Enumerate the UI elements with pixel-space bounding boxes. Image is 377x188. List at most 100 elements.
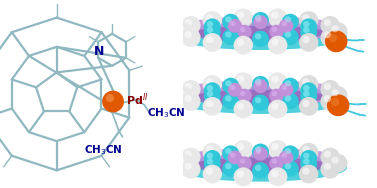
Circle shape bbox=[271, 39, 279, 46]
Circle shape bbox=[324, 83, 331, 90]
Circle shape bbox=[325, 30, 348, 52]
Circle shape bbox=[173, 154, 193, 173]
Circle shape bbox=[237, 170, 244, 177]
Circle shape bbox=[237, 103, 244, 110]
Circle shape bbox=[204, 88, 221, 105]
Circle shape bbox=[300, 18, 317, 35]
Circle shape bbox=[204, 82, 221, 99]
Circle shape bbox=[204, 150, 221, 166]
Circle shape bbox=[255, 15, 261, 21]
Circle shape bbox=[207, 21, 213, 27]
Circle shape bbox=[206, 100, 213, 107]
Circle shape bbox=[255, 146, 261, 152]
Circle shape bbox=[285, 95, 291, 102]
Circle shape bbox=[327, 94, 349, 116]
Circle shape bbox=[268, 8, 287, 27]
Circle shape bbox=[269, 25, 284, 39]
Circle shape bbox=[238, 156, 252, 170]
Circle shape bbox=[282, 153, 287, 158]
Circle shape bbox=[240, 91, 245, 96]
Circle shape bbox=[181, 80, 201, 99]
Circle shape bbox=[331, 25, 339, 32]
Circle shape bbox=[207, 91, 213, 97]
Circle shape bbox=[207, 27, 213, 33]
Circle shape bbox=[271, 11, 279, 19]
Circle shape bbox=[282, 93, 299, 109]
Circle shape bbox=[320, 148, 340, 166]
Circle shape bbox=[268, 36, 287, 55]
Circle shape bbox=[303, 153, 310, 159]
Circle shape bbox=[181, 148, 201, 166]
Circle shape bbox=[234, 167, 253, 186]
Circle shape bbox=[184, 95, 192, 102]
Circle shape bbox=[268, 167, 287, 186]
Circle shape bbox=[328, 22, 348, 41]
Circle shape bbox=[271, 75, 279, 83]
Circle shape bbox=[299, 75, 319, 94]
Circle shape bbox=[300, 24, 317, 41]
Circle shape bbox=[204, 18, 221, 35]
Circle shape bbox=[331, 157, 339, 164]
Circle shape bbox=[300, 82, 317, 99]
Ellipse shape bbox=[191, 26, 330, 42]
Circle shape bbox=[202, 165, 222, 183]
Circle shape bbox=[225, 148, 231, 154]
Circle shape bbox=[299, 97, 319, 116]
Circle shape bbox=[184, 31, 192, 38]
Circle shape bbox=[181, 16, 201, 35]
Circle shape bbox=[269, 156, 284, 170]
Circle shape bbox=[269, 89, 284, 102]
Circle shape bbox=[222, 145, 239, 162]
Circle shape bbox=[299, 11, 319, 30]
Circle shape bbox=[230, 85, 236, 90]
Circle shape bbox=[252, 144, 269, 160]
Ellipse shape bbox=[176, 17, 345, 38]
Circle shape bbox=[237, 143, 244, 150]
Circle shape bbox=[300, 88, 317, 105]
Circle shape bbox=[268, 140, 287, 159]
Circle shape bbox=[234, 100, 253, 118]
Circle shape bbox=[184, 19, 192, 26]
Circle shape bbox=[329, 34, 337, 42]
Circle shape bbox=[207, 153, 213, 159]
Circle shape bbox=[240, 158, 245, 164]
Circle shape bbox=[225, 31, 231, 38]
Circle shape bbox=[207, 158, 213, 165]
Circle shape bbox=[302, 100, 310, 107]
Text: CH$_3$CN: CH$_3$CN bbox=[84, 143, 123, 157]
Circle shape bbox=[204, 156, 221, 172]
Circle shape bbox=[253, 147, 268, 161]
Circle shape bbox=[202, 143, 222, 161]
Circle shape bbox=[285, 163, 291, 169]
Circle shape bbox=[282, 21, 287, 26]
Circle shape bbox=[302, 146, 310, 153]
Circle shape bbox=[206, 14, 213, 21]
Circle shape bbox=[320, 16, 340, 35]
Circle shape bbox=[320, 92, 340, 111]
Circle shape bbox=[282, 29, 299, 45]
Circle shape bbox=[279, 19, 293, 33]
Circle shape bbox=[177, 25, 184, 32]
Circle shape bbox=[302, 14, 310, 21]
Circle shape bbox=[253, 79, 268, 93]
Circle shape bbox=[228, 150, 242, 164]
Circle shape bbox=[320, 160, 340, 179]
Ellipse shape bbox=[174, 154, 347, 182]
Circle shape bbox=[228, 83, 242, 97]
Ellipse shape bbox=[191, 90, 330, 106]
Ellipse shape bbox=[176, 148, 345, 170]
Circle shape bbox=[202, 11, 222, 30]
Circle shape bbox=[202, 33, 222, 52]
Circle shape bbox=[204, 24, 221, 41]
Circle shape bbox=[225, 163, 231, 169]
Circle shape bbox=[230, 153, 236, 158]
Circle shape bbox=[324, 163, 331, 170]
Circle shape bbox=[252, 76, 269, 92]
Circle shape bbox=[324, 31, 331, 38]
Ellipse shape bbox=[176, 80, 345, 102]
Circle shape bbox=[184, 83, 192, 90]
Circle shape bbox=[206, 146, 213, 153]
Circle shape bbox=[256, 17, 261, 23]
Circle shape bbox=[282, 145, 299, 162]
Circle shape bbox=[102, 91, 124, 112]
